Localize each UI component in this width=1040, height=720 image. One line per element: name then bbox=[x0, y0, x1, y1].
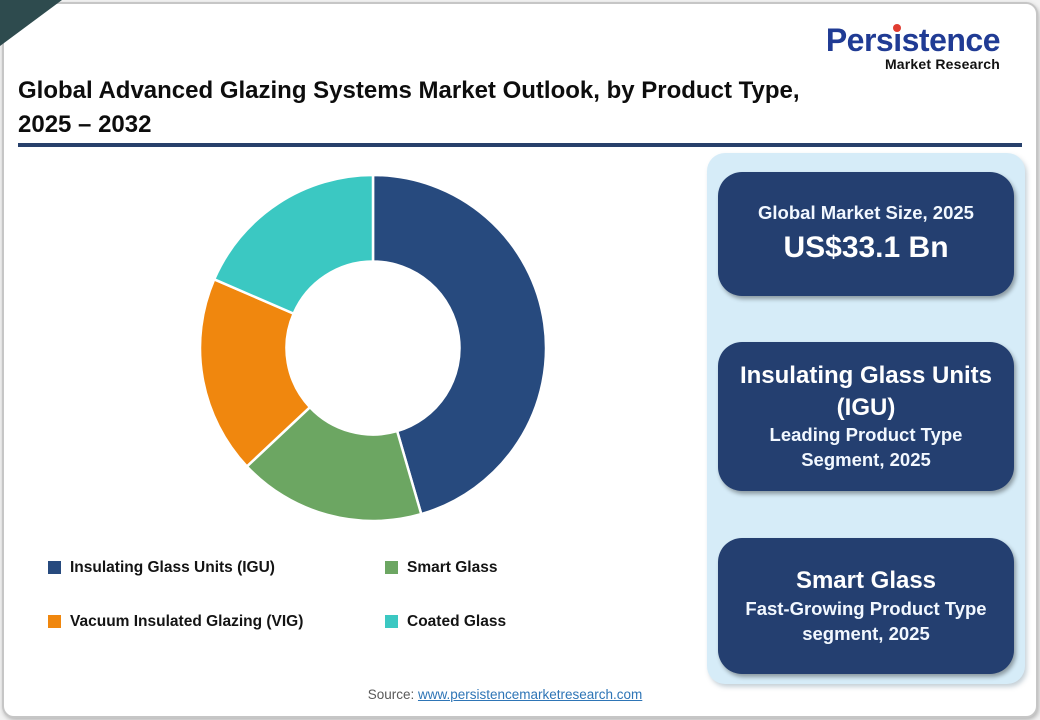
donut-segment-3 bbox=[212, 173, 375, 316]
legend-item-0: Insulating Glass Units (IGU) bbox=[48, 554, 385, 581]
leading-segment-name: Insulating Glass Units (IGU) bbox=[739, 362, 993, 421]
legend-label-3: Coated Glass bbox=[407, 612, 507, 630]
title-divider bbox=[18, 143, 1022, 147]
legend-label-2: Vacuum Insulated Glazing (VIG) bbox=[70, 612, 304, 630]
donut-segment-0 bbox=[371, 173, 548, 516]
brand-name-part2: stence bbox=[901, 22, 1001, 58]
market-size-label: Global Market Size, 2025 bbox=[758, 202, 974, 224]
brand-logo: Persistence Market Research bbox=[825, 22, 1001, 72]
source-line: Source: www.persistencemarketresearch.co… bbox=[0, 687, 1010, 702]
page-title-line2: 2025 – 2032 bbox=[18, 111, 152, 139]
brand-name: Persistence bbox=[825, 22, 1001, 58]
legend-label-0: Insulating Glass Units (IGU) bbox=[70, 558, 275, 576]
source-prefix: Source: bbox=[367, 687, 418, 702]
legend-swatch-0 bbox=[48, 561, 61, 574]
fast-growing-segment-name: Smart Glass bbox=[795, 567, 937, 595]
leading-segment-label: Leading Product Type Segment, 2025 bbox=[769, 423, 963, 470]
legend-item-3: Coated Glass bbox=[385, 608, 506, 635]
page-title: Global Advanced Glazing Systems Market O… bbox=[18, 74, 1018, 142]
chart-legend: Insulating Glass Units (IGU) Smart Glass V… bbox=[48, 554, 506, 635]
source-link[interactable]: www.persistencemarketresearch.com bbox=[417, 687, 643, 702]
market-size-card: Global Market Size, 2025 US$33.1 Bn bbox=[718, 172, 1014, 296]
market-size-value: US$33.1 Bn bbox=[783, 231, 949, 265]
legend-swatch-3 bbox=[385, 615, 398, 628]
donut-chart-svg bbox=[198, 173, 548, 523]
brand-name-part1: Pers bbox=[825, 22, 894, 58]
page-title-line1: Global Advanced Glazing Systems Market O… bbox=[18, 77, 800, 104]
donut-segment-2 bbox=[198, 277, 312, 469]
legend-label-1: Smart Glass bbox=[407, 558, 498, 576]
legend-item-2: Vacuum Insulated Glazing (VIG) bbox=[48, 608, 385, 635]
fast-growing-segment-card: Smart Glass Fast-Growing Product Type se… bbox=[718, 538, 1014, 674]
legend-swatch-2 bbox=[48, 615, 61, 628]
brand-name-dotted-i: i bbox=[893, 22, 902, 58]
highlight-panel: Global Market Size, 2025 US$33.1 Bn Insu… bbox=[707, 153, 1025, 684]
donut-segment-1 bbox=[245, 405, 423, 523]
donut-chart bbox=[193, 168, 553, 528]
brand-subtitle: Market Research bbox=[884, 56, 1000, 72]
fast-growing-segment-label: Fast-Growing Product Type segment, 2025 bbox=[745, 597, 987, 644]
legend-swatch-1 bbox=[385, 561, 398, 574]
leading-segment-card: Insulating Glass Units (IGU) Leading Pro… bbox=[718, 342, 1014, 491]
legend-item-1: Smart Glass bbox=[385, 554, 506, 581]
corner-decoration bbox=[0, 0, 62, 46]
